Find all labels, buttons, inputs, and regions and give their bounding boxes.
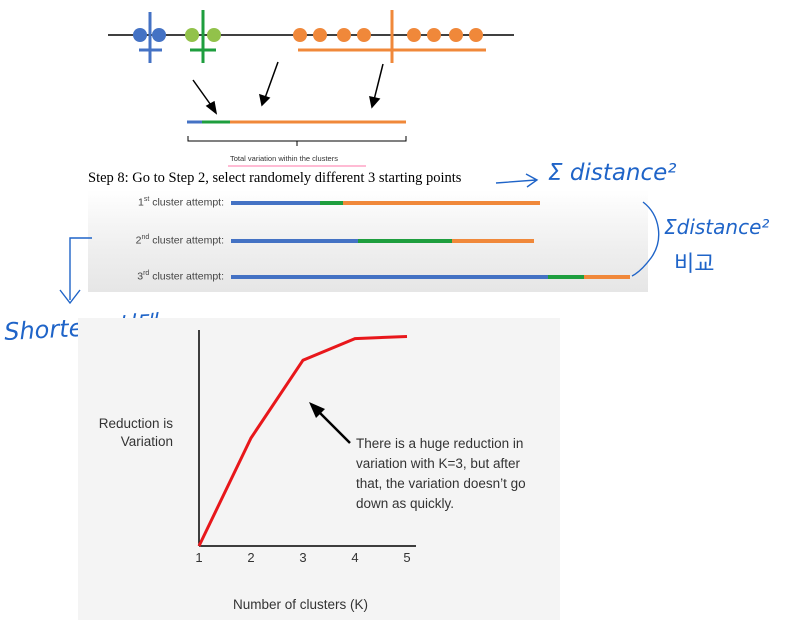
blue-point [133, 28, 147, 42]
total-bracket [187, 136, 407, 146]
x-tick-label: 5 [403, 550, 411, 565]
x-tick-label: 2 [247, 550, 255, 565]
y-axis-label: Reduction is Variation [98, 416, 173, 449]
x-axis-label: Number of clusters (K) [233, 597, 369, 612]
x-tick-label: 3 [299, 550, 307, 565]
attempt-3-label: 3rd cluster attempt: [137, 270, 224, 283]
handwritten-sum-distance: Σ distance² [548, 160, 677, 186]
attempt-1-label: 1st cluster attempt: [138, 196, 224, 209]
handwritten-sum-distance-compare: Σdistance² [664, 215, 770, 239]
handwritten-down-arrow-icon [59, 237, 92, 305]
handwritten-compare: 비교 [674, 252, 715, 277]
handwritten-arrow-icon [495, 173, 539, 188]
annotation-arrow [309, 402, 351, 444]
green-point [207, 28, 221, 42]
blue-point [152, 28, 166, 42]
arrows [192, 61, 384, 115]
step-instruction: Step 8: Go to Step 2, select randomely d… [88, 170, 462, 186]
x-tick-label: 1 [195, 550, 203, 565]
green-point [185, 28, 199, 42]
elbow-line [197, 335, 408, 547]
x-tick-label: 4 [351, 550, 359, 565]
handwritten-brace-icon [631, 201, 660, 277]
attempt-2-label: 2nd cluster attempt: [135, 234, 224, 247]
chart-annotation: There is a huge reduction in variation w… [356, 436, 526, 511]
orange-points [293, 28, 483, 42]
total-variation-label: Total variation within the clusters [230, 154, 338, 163]
elbow-chart-panel [78, 318, 560, 620]
